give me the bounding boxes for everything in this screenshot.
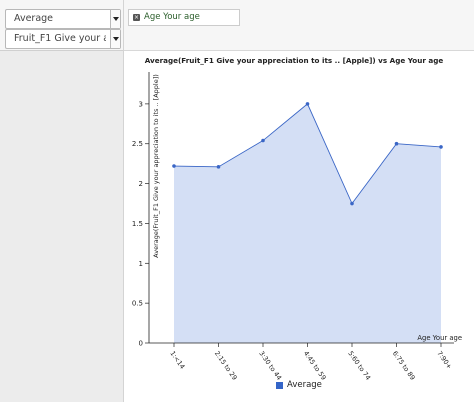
y-tick-label: 0.5	[132, 300, 143, 308]
group-by-chip[interactable]: × Age Your age	[128, 9, 240, 26]
x-tick-label: 2:15 to 29	[213, 350, 239, 382]
data-point	[305, 102, 310, 106]
data-point	[394, 141, 399, 146]
remove-icon[interactable]: ×	[133, 14, 140, 21]
data-point	[350, 201, 354, 206]
left-panel	[0, 0, 124, 402]
x-axis-label: Age Your age	[417, 334, 462, 342]
chart-area: Average(Fruit_F1 Give your appreciation …	[124, 51, 474, 402]
x-tick-label: 3:30 to 44	[257, 350, 283, 382]
y-tick-label: 2.5	[132, 140, 143, 148]
x-tick-label: 6:75 to 89	[391, 350, 417, 382]
group-by-chip-label: Age Your age	[144, 12, 200, 22]
field-select-value: Fruit_F1 Give your apprec	[14, 33, 106, 44]
y-tick-label: 0	[139, 340, 143, 348]
legend-label: Average	[287, 380, 322, 390]
y-axis-label: Average(Fruit_F1 Give your appreciation …	[152, 74, 160, 258]
chart-title: Average(Fruit_F1 Give your appreciation …	[145, 56, 444, 65]
data-point	[172, 164, 176, 168]
area-chart: Average(Fruit_F1 Give your appreciation …	[132, 56, 462, 382]
x-tick-label: 7:90+	[435, 350, 453, 371]
area-fill	[174, 103, 441, 343]
x-tick-label: 1:<14	[168, 350, 186, 371]
chevron-down-icon[interactable]	[110, 30, 120, 48]
y-tick-label: 2	[139, 180, 143, 188]
aggregate-select[interactable]: Average	[5, 9, 121, 29]
y-tick-label: 1	[139, 260, 143, 268]
data-point	[439, 145, 443, 149]
data-point	[216, 165, 221, 169]
y-tick-label: 1.5	[132, 220, 143, 228]
x-tick-label: 4:45 to 59	[302, 350, 328, 382]
chevron-down-icon[interactable]	[110, 10, 120, 28]
legend-swatch	[276, 382, 283, 389]
aggregate-select-value: Average	[14, 13, 54, 24]
y-tick-label: 3	[139, 100, 143, 108]
data-point	[261, 138, 265, 143]
field-select[interactable]: Fruit_F1 Give your apprec	[5, 29, 121, 49]
x-tick-label: 5:60 to 74	[346, 350, 372, 382]
